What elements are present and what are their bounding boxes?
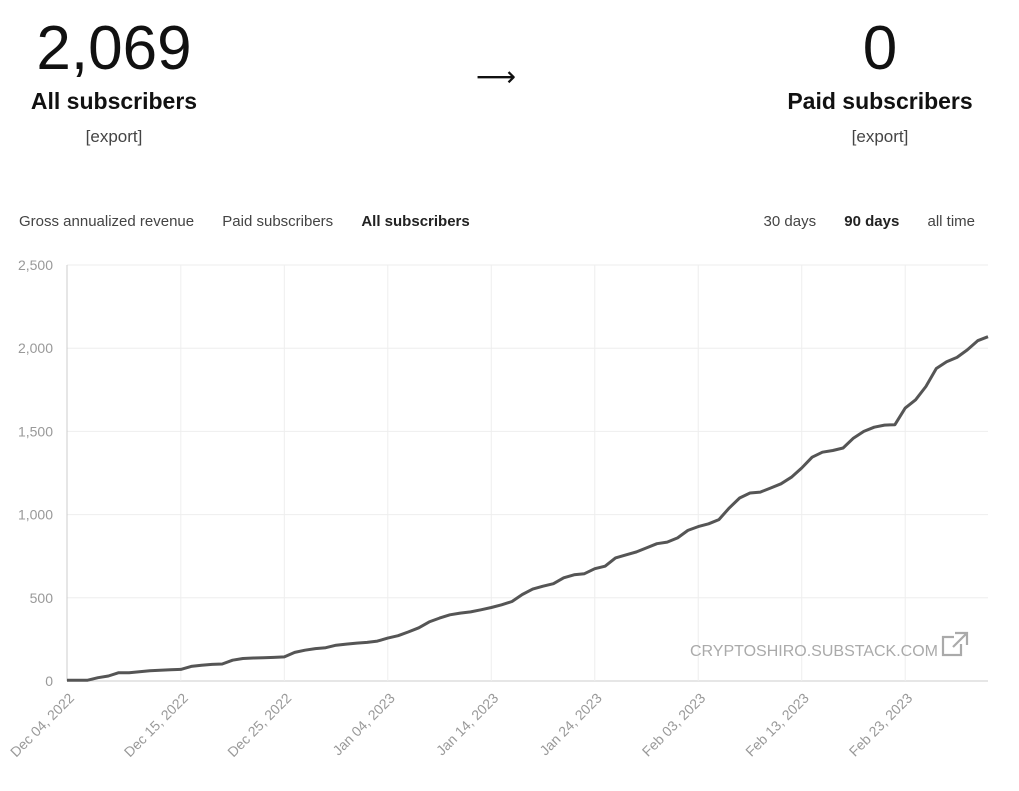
y-axis: 0 500 1,000 1,500 2,000 2,500 <box>18 257 53 689</box>
external-link-icon[interactable] <box>941 631 969 657</box>
paid-subscribers-export-link[interactable]: [export] <box>851 127 909 146</box>
tab-gross-annualized-revenue[interactable]: Gross annualized revenue <box>19 213 195 230</box>
x-tick-label: Dec 04, 2022 <box>7 690 77 760</box>
tab-90-days[interactable]: 90 days <box>844 213 900 230</box>
x-tick-label: Feb 23, 2023 <box>846 690 916 760</box>
x-tick-label: Jan 04, 2023 <box>329 690 398 759</box>
all-subscribers-stat: 2,069 All subscribers [export] <box>28 18 200 147</box>
y-tick-label: 2,000 <box>18 340 53 356</box>
tab-all-subscribers[interactable]: All subscribers <box>361 213 470 230</box>
x-tick-label: Jan 24, 2023 <box>536 690 605 759</box>
tab-paid-subscribers[interactable]: Paid subscribers <box>222 213 334 230</box>
x-tick-label: Feb 03, 2023 <box>639 690 709 760</box>
range-tabs: 30 days 90 days all time <box>740 213 975 230</box>
series-line-all-subscribers <box>67 335 989 682</box>
paid-subscribers-stat: 0 Paid subscribers [export] <box>783 18 977 147</box>
x-tick-label: Jan 14, 2023 <box>433 690 502 759</box>
tab-all-time[interactable]: all time <box>927 213 975 230</box>
x-tick-label: Feb 13, 2023 <box>742 690 812 760</box>
y-tick-label: 1,500 <box>18 423 53 439</box>
y-tick-label: 2,500 <box>18 257 53 273</box>
y-tick-label: 1,000 <box>18 507 53 523</box>
all-subscribers-label: All subscribers <box>30 88 198 114</box>
paid-subscribers-label: Paid subscribers <box>787 88 973 114</box>
y-tick-label: 0 <box>45 673 53 689</box>
tab-30-days[interactable]: 30 days <box>763 213 817 230</box>
watermark-text: CRYPTOSHIRO.SUBSTACK.COM <box>690 643 938 660</box>
x-axis: Dec 04, 2022 Dec 15, 2022 Dec 25, 2022 Jan … <box>7 690 916 760</box>
x-tick-label: Dec 25, 2022 <box>224 690 294 760</box>
arrow-icon: ⟶ <box>476 61 517 92</box>
metric-tabs: Gross annualized revenue Paid subscriber… <box>19 213 494 230</box>
all-subscribers-count: 2,069 <box>36 14 192 83</box>
y-tick-label: 500 <box>30 590 54 606</box>
paid-subscribers-count: 0 <box>862 14 898 83</box>
x-tick-label: Dec 15, 2022 <box>121 690 191 760</box>
all-subscribers-export-link[interactable]: [export] <box>85 127 143 146</box>
chart-grid <box>66 264 988 682</box>
